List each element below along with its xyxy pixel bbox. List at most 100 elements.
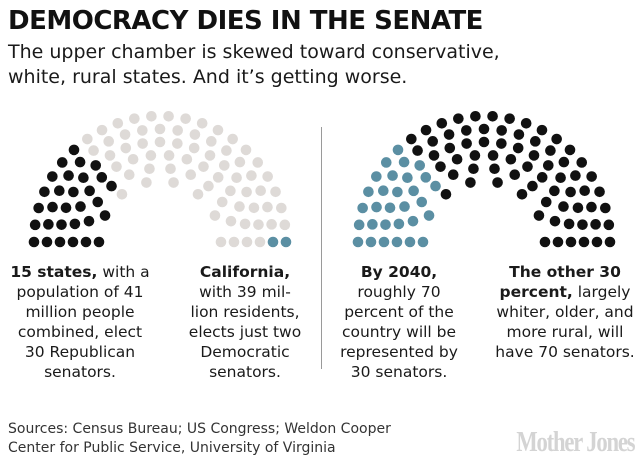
seat-dot xyxy=(29,219,41,231)
seat-dot xyxy=(212,172,224,183)
caption-text: largely whiter, older, and more rural, w… xyxy=(495,283,635,361)
seat-dot xyxy=(404,236,416,248)
seat-dot xyxy=(241,186,252,198)
seat-dot xyxy=(551,133,562,145)
chart-title: DEMOCRACY DIES IN THE SENATE xyxy=(8,6,483,36)
seat-dot xyxy=(530,136,541,147)
seat-dot xyxy=(378,236,390,248)
seat-dot xyxy=(78,172,89,184)
seat-dot xyxy=(56,157,68,168)
seat-dot xyxy=(504,113,515,124)
seat-dot xyxy=(234,201,245,212)
seat-dot xyxy=(47,171,58,182)
seat-dot xyxy=(180,113,191,124)
seat-dot xyxy=(141,177,152,188)
seat-dot xyxy=(578,236,590,248)
seat-dot xyxy=(594,186,605,198)
seat-dot xyxy=(577,219,588,230)
seat-dot xyxy=(603,219,615,231)
seat-dot xyxy=(54,185,65,196)
seat-dot xyxy=(144,163,155,175)
seat-dot xyxy=(367,219,378,230)
seat-dot xyxy=(579,185,590,196)
seat-dot xyxy=(384,202,396,214)
seat-dot xyxy=(586,201,597,213)
seat-dot xyxy=(528,150,540,161)
seat-dot xyxy=(406,133,417,145)
seat-dot xyxy=(522,161,533,172)
seat-dot xyxy=(487,150,499,161)
seat-dot xyxy=(513,129,525,140)
seat-dot xyxy=(555,172,566,184)
seat-dot xyxy=(527,180,538,192)
seat-dot xyxy=(492,177,503,188)
seat-dot xyxy=(565,186,576,198)
seat-dot xyxy=(198,161,209,172)
seat-dot xyxy=(565,236,577,248)
seat-dot xyxy=(129,113,140,124)
seat-dot xyxy=(353,219,365,231)
seat-dot xyxy=(209,210,221,221)
seat-dot xyxy=(365,236,377,248)
seat-dot xyxy=(231,172,242,184)
seat-dot xyxy=(470,110,481,122)
seat-dot xyxy=(203,180,214,192)
seat-dot xyxy=(215,236,227,248)
seat-dot xyxy=(408,185,419,197)
seat-dot xyxy=(216,196,228,208)
seat-dot xyxy=(430,180,441,192)
seat-dot xyxy=(63,170,74,181)
seat-dot xyxy=(93,236,105,248)
seat-dot xyxy=(68,186,79,198)
seat-dot xyxy=(248,202,260,214)
seat-dot xyxy=(96,172,108,183)
seat-dot xyxy=(487,110,498,122)
seat-dot xyxy=(39,186,50,198)
seat-dot xyxy=(407,215,419,227)
seat-dot xyxy=(221,145,232,156)
seat-dot xyxy=(591,236,603,248)
seat-dot xyxy=(165,163,176,175)
caption-text: with a population of 41 million people c… xyxy=(16,263,150,381)
seat-dot xyxy=(84,185,95,197)
seat-dot xyxy=(145,150,157,161)
seat-dot xyxy=(363,186,374,198)
seat-dot xyxy=(505,153,517,165)
seat-dot xyxy=(41,236,53,248)
seat-dot xyxy=(600,202,611,214)
seat-dot xyxy=(163,150,175,161)
seat-dot xyxy=(436,117,448,129)
seat-dot xyxy=(181,153,193,165)
seat-dot xyxy=(241,236,253,248)
seat-dot xyxy=(228,236,240,248)
mother-jones-logo: Mother Jones xyxy=(515,426,635,458)
seat-dot xyxy=(552,236,564,248)
seat-dot xyxy=(586,171,597,182)
seat-dot xyxy=(576,157,588,168)
seat-dot xyxy=(558,156,570,168)
seat-dot xyxy=(496,125,507,136)
seat-dot xyxy=(196,117,208,129)
seat-dot xyxy=(572,202,584,214)
caption-bold: By 2040, xyxy=(360,263,438,281)
seat-dot xyxy=(212,124,224,136)
seat-dot xyxy=(225,185,236,197)
seat-dot xyxy=(469,150,481,161)
seat-dot xyxy=(542,160,554,171)
seat-dot xyxy=(444,142,456,154)
seat-dot xyxy=(83,215,95,227)
seat-dot xyxy=(512,142,524,154)
seat-dot xyxy=(252,157,264,168)
caption-bold: 15 states, xyxy=(10,263,98,281)
seat-dot xyxy=(478,123,490,135)
seat-dot xyxy=(189,129,201,140)
seat-dot xyxy=(267,236,279,248)
seat-dot xyxy=(402,172,413,184)
seat-dot xyxy=(380,219,391,230)
seat-dot xyxy=(253,219,264,230)
seat-dot xyxy=(496,138,507,149)
seat-dot xyxy=(393,218,405,230)
seat-dot xyxy=(276,202,287,214)
seat-dot xyxy=(188,142,200,154)
parliament-chart-current xyxy=(28,110,292,248)
